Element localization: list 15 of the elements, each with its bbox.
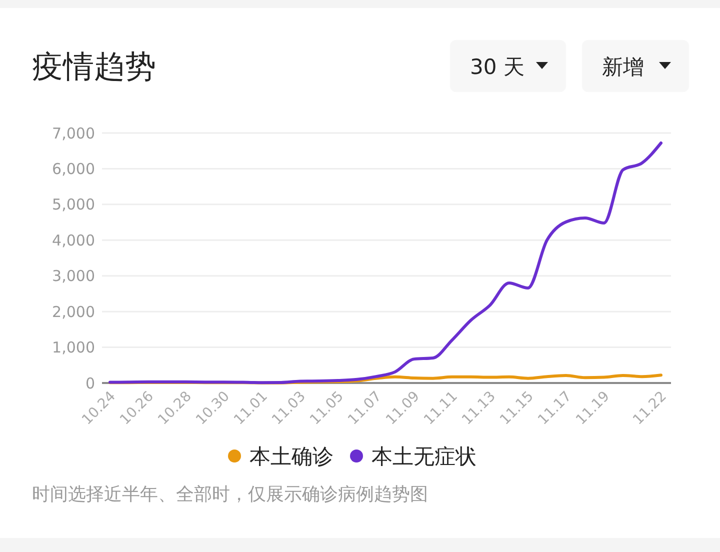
y-tick-label: 3,000 [52,267,95,286]
y-tick-label: 6,000 [52,160,95,178]
y-tick-label: 0 [85,374,95,392]
text: 时间选择近半年、全部时，仅展示确诊病例趋势图 [32,484,428,505]
text: 30 天 [470,55,524,79]
y-tick-label: 5,000 [52,196,95,214]
y-tick-label: 2,000 [52,302,95,321]
legend-label: 本土无症状 [372,444,476,469]
legend-label: 本土确诊 [250,444,334,469]
y-tick-label: 7,000 [52,124,95,142]
line-series [108,142,662,384]
y-tick-label: 4,000 [52,231,95,250]
text: 新增 [602,55,644,79]
chart-title: 疫情趋势 [32,49,156,85]
y-tick-label: 1,000 [52,338,95,357]
